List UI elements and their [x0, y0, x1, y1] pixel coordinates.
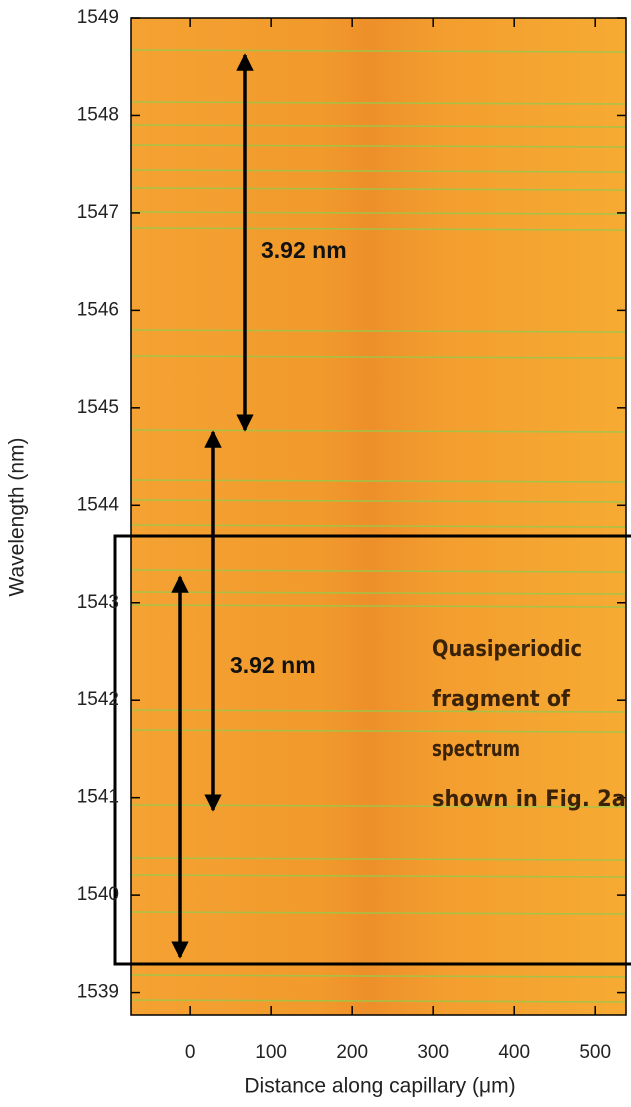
- y-tick-label: 1539: [77, 982, 119, 1003]
- box-label: spectrum: [432, 737, 520, 762]
- x-tick-label: 100: [255, 1042, 287, 1063]
- y-tick-label: 1549: [77, 7, 119, 28]
- y-tick-label: 1542: [77, 689, 119, 710]
- highlight-box: [113, 534, 631, 966]
- x-tick-label: 500: [579, 1042, 611, 1063]
- y-tick-label: 1548: [77, 104, 119, 125]
- annotation: 3.92 nm: [261, 237, 347, 263]
- plot-frame: [130, 17, 627, 1016]
- y-tick-label: 1541: [77, 787, 119, 808]
- y-tick-label: 1547: [77, 202, 119, 223]
- annotation: 3.92 nm: [230, 652, 316, 678]
- y-tick-label: 1544: [77, 494, 120, 515]
- heatmap-image: [131, 18, 626, 1015]
- box-label: Quasiperiodic: [432, 637, 582, 662]
- y-tick-label: 1543: [77, 592, 119, 613]
- x-axis-title: Distance along capillary (μm): [244, 1075, 515, 1098]
- box-label: shown in Fig. 2a: [432, 787, 626, 812]
- y-tick-label: 1540: [77, 884, 119, 905]
- y-tick-label: 1545: [77, 397, 119, 418]
- x-tick-label: 400: [498, 1042, 530, 1063]
- box-label: fragment of: [432, 687, 570, 712]
- y-axis-title: Wavelength (nm): [6, 437, 29, 596]
- x-tick-label: 200: [336, 1042, 368, 1063]
- x-tick-label: 300: [417, 1042, 449, 1063]
- x-tick-label: 0: [185, 1042, 196, 1063]
- y-tick-label: 1546: [77, 299, 119, 320]
